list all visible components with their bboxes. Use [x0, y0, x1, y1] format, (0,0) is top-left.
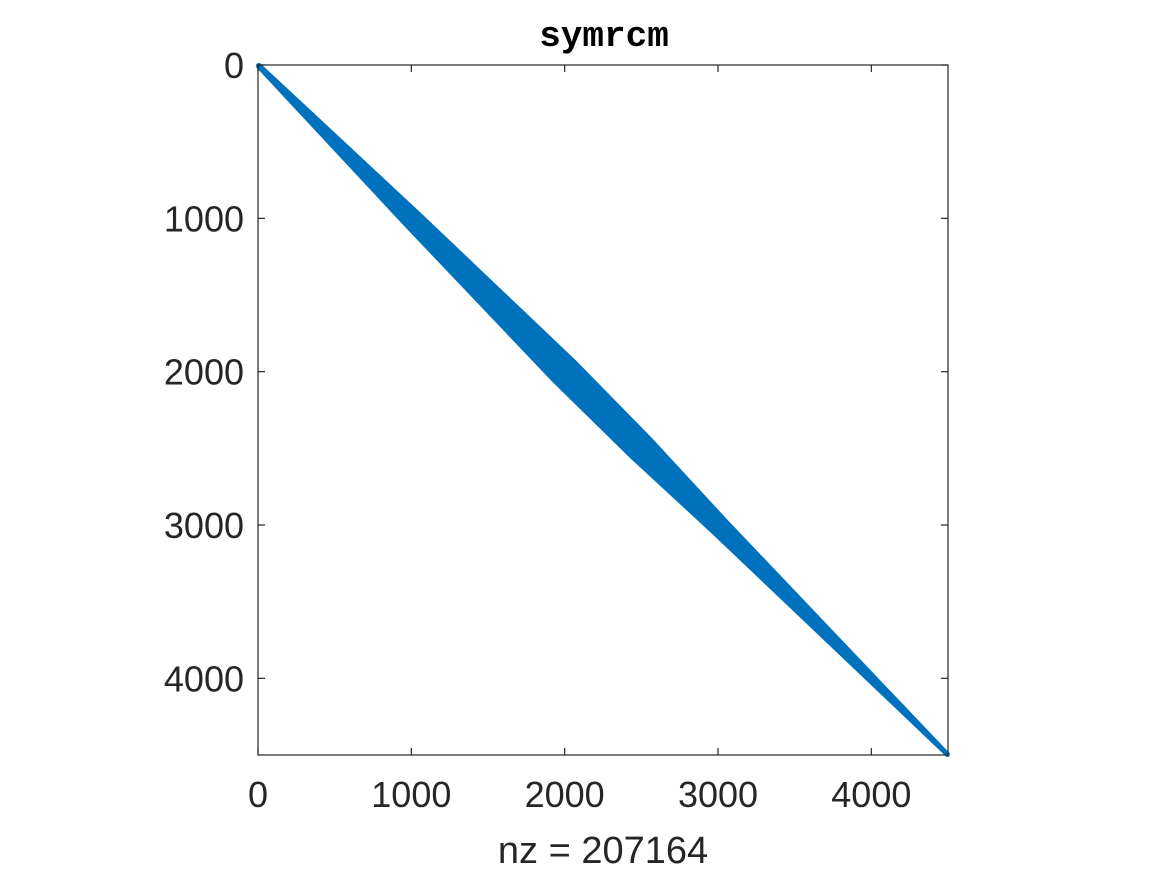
- y-tick-label: 3000: [164, 505, 244, 546]
- tick-layer: [257, 64, 948, 755]
- x-tick-label: 2000: [525, 774, 605, 815]
- band-layer: [255, 62, 950, 757]
- x-tick-labels: 0 1000 2000 3000 4000: [248, 774, 911, 815]
- y-tick-label: 4000: [164, 658, 244, 699]
- y-tick-label: 1000: [164, 198, 244, 239]
- chart-title: symrcm: [539, 16, 669, 57]
- y-tick-labels: 0 1000 2000 3000 4000: [164, 45, 244, 699]
- x-tick-label: 1000: [371, 774, 451, 815]
- x-tick-label: 0: [248, 774, 268, 815]
- axes-box: [257, 64, 949, 756]
- x-tick-label: 4000: [831, 774, 911, 815]
- y-tick-label: 2000: [164, 352, 244, 393]
- diagonal-line: [256, 63, 950, 757]
- y-tick-label: 0: [224, 45, 244, 86]
- x-axis-label: nz = 207164: [498, 830, 708, 872]
- x-tick-label: 3000: [678, 774, 758, 815]
